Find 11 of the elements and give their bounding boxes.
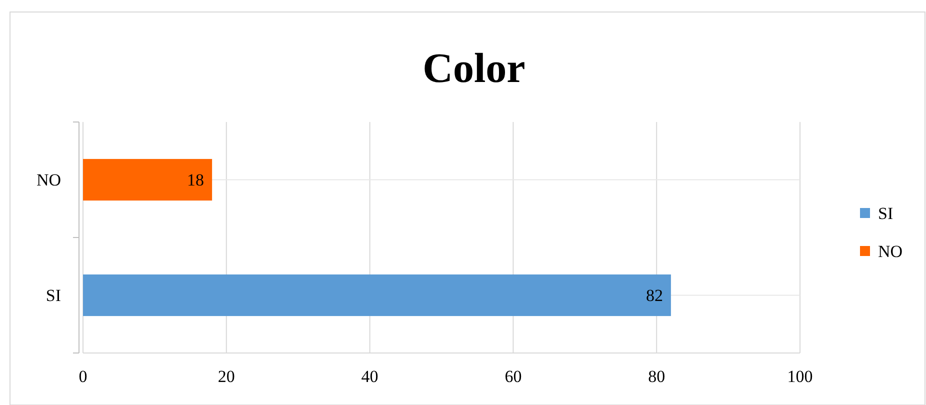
- chart-title: Color: [422, 46, 526, 92]
- data-label: 18: [187, 170, 204, 190]
- x-tick-label: 40: [361, 367, 378, 386]
- legend-label: NO: [878, 242, 903, 261]
- x-tick-label: 80: [648, 367, 666, 386]
- x-tick-label: 0: [78, 367, 88, 386]
- legend-label: SI: [878, 204, 894, 223]
- x-tick-label: 20: [218, 367, 235, 386]
- data-label: 82: [646, 286, 663, 306]
- x-tick-label: 60: [504, 367, 522, 386]
- x-tick-label: 100: [787, 367, 813, 386]
